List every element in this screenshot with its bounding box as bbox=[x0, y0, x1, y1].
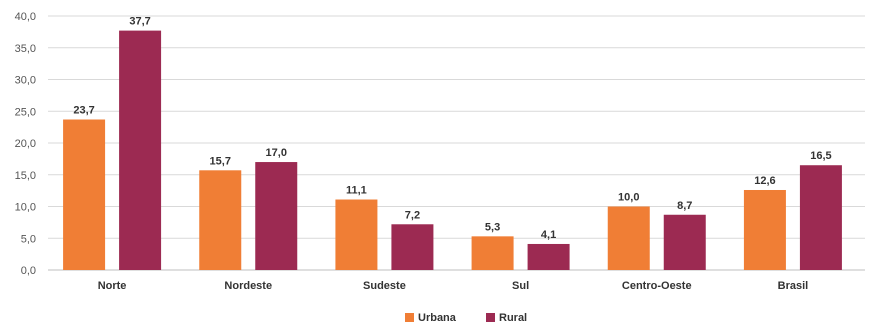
x-category-label: Centro-Oeste bbox=[622, 280, 692, 292]
bar-urbana bbox=[199, 170, 242, 270]
bar-rural bbox=[255, 162, 298, 270]
y-tick-label: 25,0 bbox=[15, 106, 36, 118]
bar-urbana bbox=[471, 236, 514, 270]
x-axis-categories: Norte Nordeste Sudeste Sul Centro-Oeste Brasi… bbox=[98, 280, 808, 292]
x-category-label: Brasil bbox=[778, 280, 809, 292]
legend-swatch-urbana bbox=[405, 313, 414, 322]
data-label: 8,7 bbox=[677, 200, 692, 212]
y-tick-label: 10,0 bbox=[15, 202, 36, 214]
y-axis-ticks: 0,0 5,0 10,0 15,0 20,0 25,0 30,0 35,0 40,0 bbox=[15, 11, 36, 277]
bar-rural bbox=[527, 243, 570, 270]
bar-urbana bbox=[607, 206, 650, 270]
data-label: 4,1 bbox=[541, 229, 556, 241]
y-tick-label: 35,0 bbox=[15, 43, 36, 55]
x-category-label: Nordeste bbox=[224, 280, 272, 292]
data-label: 12,6 bbox=[754, 175, 775, 187]
bar-rural bbox=[799, 165, 842, 270]
x-category-label: Sul bbox=[512, 280, 529, 292]
data-label: 15,7 bbox=[210, 155, 231, 167]
gridlines bbox=[48, 15, 865, 271]
legend-label: Urbana bbox=[418, 312, 457, 323]
data-labels: 23,7 37,7 15,7 17,0 11,1 7,2 5,3 4,1 10,0 8,7 12,6… bbox=[73, 16, 831, 241]
legend: Urbana Rural bbox=[405, 312, 527, 323]
data-label: 5,3 bbox=[485, 221, 500, 233]
data-label: 37,7 bbox=[129, 16, 150, 28]
x-category-label: Sudeste bbox=[363, 280, 406, 292]
data-label: 23,7 bbox=[73, 105, 94, 117]
bar-rural bbox=[119, 30, 162, 271]
legend-label: Rural bbox=[499, 312, 527, 323]
data-label: 16,5 bbox=[810, 150, 831, 162]
data-label: 17,0 bbox=[266, 147, 287, 159]
y-tick-label: 5,0 bbox=[21, 233, 36, 245]
bars bbox=[63, 30, 842, 271]
y-tick-label: 20,0 bbox=[15, 138, 36, 150]
legend-swatch-rural bbox=[486, 313, 495, 322]
y-tick-label: 30,0 bbox=[15, 75, 36, 87]
y-tick-label: 40,0 bbox=[15, 11, 36, 23]
bar-urbana bbox=[743, 189, 786, 270]
bar-rural bbox=[391, 224, 434, 270]
bar-urbana bbox=[335, 199, 378, 270]
bar-rural bbox=[663, 214, 706, 270]
x-category-label: Norte bbox=[98, 280, 127, 292]
data-label: 10,0 bbox=[618, 192, 639, 204]
data-label: 7,2 bbox=[405, 209, 420, 221]
y-tick-label: 15,0 bbox=[15, 170, 36, 182]
data-label: 11,1 bbox=[346, 185, 367, 197]
bar-urbana bbox=[63, 119, 106, 270]
y-tick-label: 0,0 bbox=[21, 265, 36, 277]
